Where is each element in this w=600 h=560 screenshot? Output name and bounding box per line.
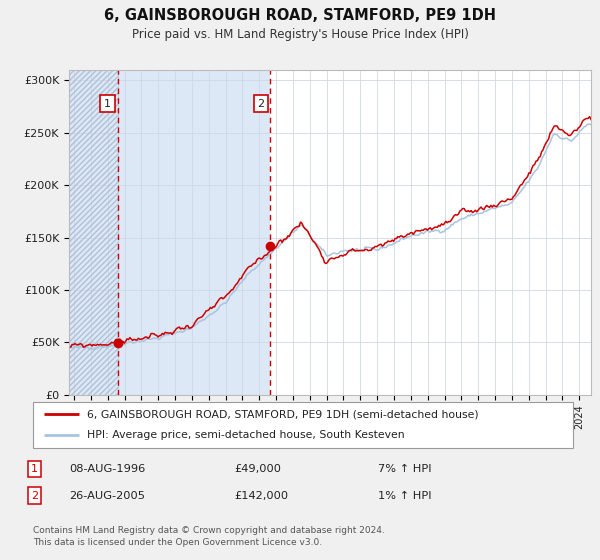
Text: Price paid vs. HM Land Registry's House Price Index (HPI): Price paid vs. HM Land Registry's House … bbox=[131, 28, 469, 41]
Bar bbox=[69, 70, 118, 395]
FancyBboxPatch shape bbox=[33, 402, 573, 448]
Text: 2: 2 bbox=[257, 99, 265, 109]
Text: 6, GAINSBOROUGH ROAD, STAMFORD, PE9 1DH: 6, GAINSBOROUGH ROAD, STAMFORD, PE9 1DH bbox=[104, 8, 496, 24]
Text: 1: 1 bbox=[31, 464, 38, 474]
Text: 26-AUG-2005: 26-AUG-2005 bbox=[69, 491, 145, 501]
Text: 08-AUG-1996: 08-AUG-1996 bbox=[69, 464, 145, 474]
Text: 2: 2 bbox=[31, 491, 38, 501]
Text: £49,000: £49,000 bbox=[234, 464, 281, 474]
Text: 1% ↑ HPI: 1% ↑ HPI bbox=[378, 491, 431, 501]
Text: £142,000: £142,000 bbox=[234, 491, 288, 501]
Text: Contains HM Land Registry data © Crown copyright and database right 2024.
This d: Contains HM Land Registry data © Crown c… bbox=[33, 526, 385, 547]
Text: HPI: Average price, semi-detached house, South Kesteven: HPI: Average price, semi-detached house,… bbox=[87, 431, 404, 441]
Text: 1: 1 bbox=[104, 99, 111, 109]
Text: 6, GAINSBOROUGH ROAD, STAMFORD, PE9 1DH (semi-detached house): 6, GAINSBOROUGH ROAD, STAMFORD, PE9 1DH … bbox=[87, 409, 479, 419]
Bar bbox=[69, 70, 270, 395]
Text: 7% ↑ HPI: 7% ↑ HPI bbox=[378, 464, 431, 474]
